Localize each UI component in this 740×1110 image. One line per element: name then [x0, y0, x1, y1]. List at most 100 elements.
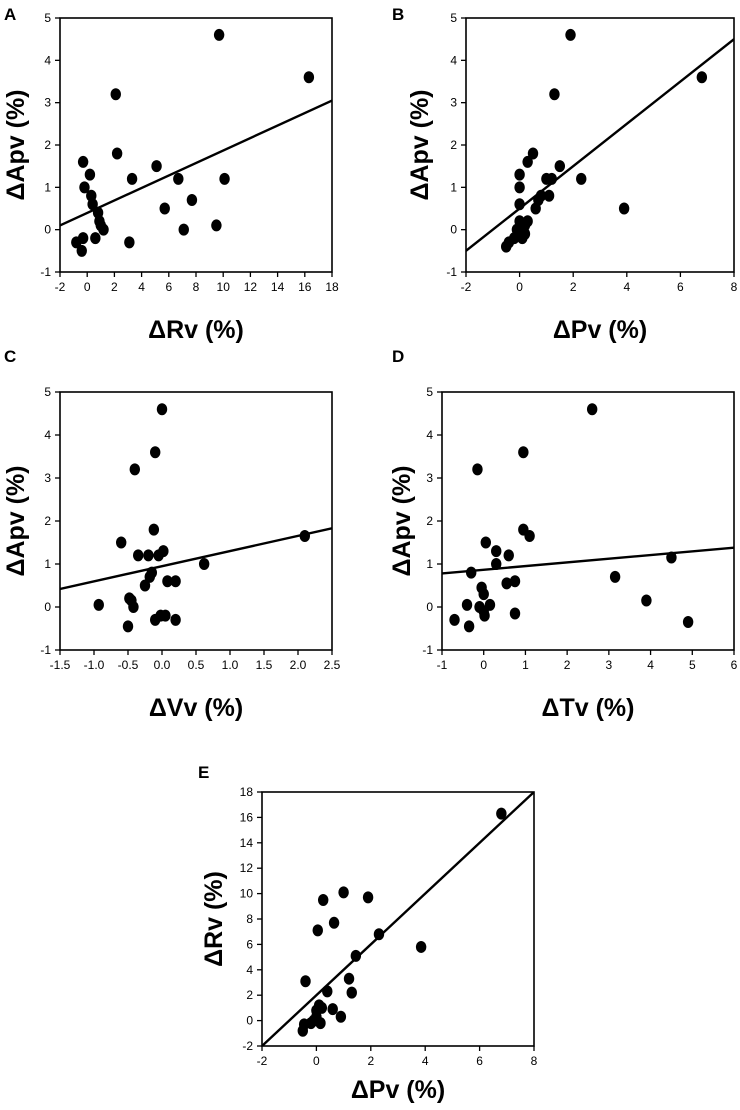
- x-axis-title: ΔPv (%): [351, 1076, 445, 1104]
- data-point: [480, 536, 491, 549]
- y-tick-label: 0: [44, 223, 51, 237]
- data-point: [472, 463, 483, 476]
- panel-e: E -2 0 2 4 6 8 -2 0 2 4 6 8 10 12 14 16 18 ΔPv (%) ΔRv (%): [198, 763, 538, 1104]
- data-point: [509, 575, 521, 588]
- x-tick-label: 5: [689, 658, 696, 672]
- y-tick-label: 2: [44, 514, 51, 528]
- regression-line: [262, 792, 534, 1046]
- x-tick-label: 0.0: [154, 658, 171, 672]
- data-point: [170, 575, 181, 588]
- panel-c: C -1.5 -1.0 -0.5 0.0 0.5 1.0 1.5 2.0 2.5 -1 0 1 2 3 4 5 Δ…: [2, 347, 341, 722]
- data-point: [84, 168, 96, 181]
- x-axis-title: ΔPv (%): [553, 316, 647, 344]
- x-tick-label: 0: [516, 280, 523, 294]
- x-tick-label: 1: [522, 658, 529, 672]
- y-tick-label: 6: [246, 937, 253, 951]
- y-tick-label: 5: [426, 385, 433, 399]
- data-point: [77, 232, 89, 245]
- panel-b: B -2 0 2 4 6 8 -1 0 1 2 3 4 5 ΔPv (%) ΔApv (%): [392, 5, 738, 344]
- panel-label-a: A: [4, 5, 16, 24]
- y-tick-label: 0: [426, 600, 433, 614]
- data-point: [79, 181, 90, 194]
- y-tick-label: 3: [44, 471, 51, 485]
- y-tick-label: 1: [450, 180, 457, 194]
- data-point: [514, 168, 525, 181]
- x-axis-title: ΔVv (%): [149, 694, 243, 722]
- data-point: [186, 194, 198, 207]
- x-tick-label: 0: [313, 1054, 320, 1068]
- x-tick-label: 18: [325, 280, 339, 294]
- data-point: [124, 236, 135, 249]
- data-point: [518, 446, 529, 459]
- y-tick-label: 14: [240, 836, 254, 850]
- y-tick-label: 4: [450, 53, 457, 67]
- x-tick-label: 14: [271, 280, 285, 294]
- data-point: [501, 577, 512, 590]
- x-axis-title: ΔTv (%): [542, 694, 635, 722]
- data-point: [565, 28, 576, 41]
- data-point: [312, 924, 323, 937]
- y-tick-label: 5: [44, 385, 51, 399]
- data-point: [415, 940, 427, 953]
- data-point: [158, 545, 169, 558]
- x-tick-label: -2: [461, 280, 472, 294]
- y-axis-title: ΔRv (%): [200, 871, 228, 967]
- data-point: [449, 613, 460, 626]
- y-tick-label: -1: [40, 643, 51, 657]
- y-tick-label: 2: [44, 138, 51, 152]
- y-tick-label: 4: [426, 428, 433, 442]
- data-point: [300, 975, 311, 988]
- x-tick-label: 3: [606, 658, 613, 672]
- data-point: [160, 609, 171, 622]
- x-tick-label: 6: [731, 658, 738, 672]
- x-tick-label: -2: [257, 1054, 268, 1068]
- data-point: [139, 579, 151, 592]
- data-point: [116, 536, 127, 549]
- data-point: [316, 1001, 328, 1014]
- x-tick-label: 8: [193, 280, 200, 294]
- data-point: [111, 147, 123, 160]
- data-point: [150, 446, 161, 459]
- data-point: [143, 549, 154, 562]
- x-tick-label: 2: [367, 1054, 374, 1068]
- data-point: [609, 570, 621, 583]
- data-point: [128, 601, 139, 613]
- y-tick-label: 0: [44, 600, 51, 614]
- regression-line: [442, 546, 734, 575]
- data-point: [666, 551, 677, 564]
- x-tick-label: 2.0: [290, 658, 307, 672]
- y-axis-title: ΔApv (%): [2, 89, 30, 200]
- y-tick-label: 5: [450, 11, 457, 25]
- x-tick-label: 2.5: [324, 658, 341, 672]
- y-tick-label: 1: [44, 180, 51, 194]
- y-tick-label: 3: [450, 96, 457, 110]
- x-tick-label: 4: [623, 280, 630, 294]
- panel-label-d: D: [392, 347, 404, 366]
- data-point: [522, 215, 533, 228]
- data-point: [87, 198, 98, 211]
- y-tick-label: -1: [422, 643, 433, 657]
- regression-line: [466, 38, 734, 252]
- panel-label-e: E: [198, 763, 209, 782]
- x-tick-label: 10: [217, 280, 231, 294]
- data-point: [90, 232, 101, 245]
- data-point: [479, 609, 490, 622]
- data-point: [178, 223, 189, 236]
- data-point: [148, 523, 160, 536]
- x-tick-label: 1.5: [256, 658, 273, 672]
- y-tick-label: 1: [44, 557, 51, 571]
- data-point: [98, 223, 109, 236]
- data-point: [546, 172, 557, 185]
- data-point: [126, 172, 138, 185]
- data-point: [338, 886, 349, 899]
- x-tick-label: 4: [138, 280, 145, 294]
- data-point: [586, 403, 598, 416]
- data-point: [173, 172, 184, 185]
- data-point: [151, 160, 162, 173]
- data-point: [576, 172, 587, 185]
- data-point: [76, 244, 87, 257]
- y-tick-label: 1: [426, 557, 433, 571]
- data-point: [478, 588, 489, 601]
- data-point: [509, 607, 521, 620]
